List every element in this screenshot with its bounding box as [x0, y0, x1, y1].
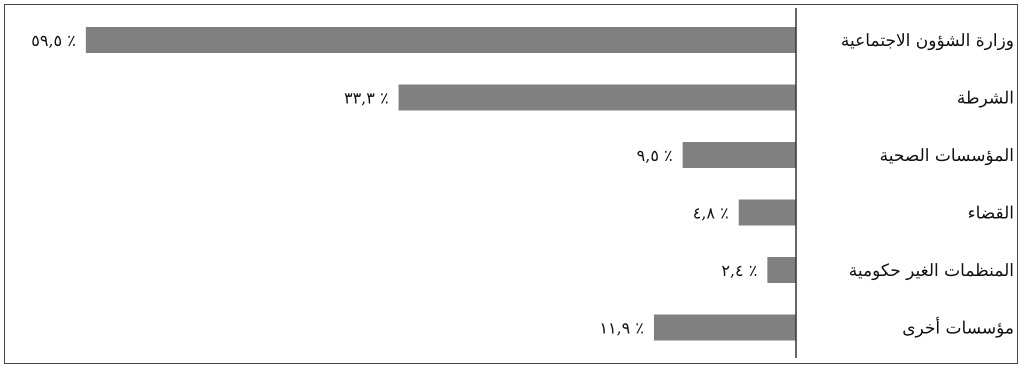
bar-5 [653, 314, 796, 341]
bar-4 [767, 257, 796, 283]
category-label-1: الشرطة [957, 89, 1014, 109]
bar-3 [738, 199, 796, 226]
bars-group [85, 27, 797, 341]
category-label-4: المنظمات الغير حكومية [849, 261, 1014, 281]
category-label-0: وزارة الشؤون الاجتماعية [841, 31, 1014, 51]
category-label-5: مؤسسات أخرى [902, 317, 1014, 339]
category-label-2: المؤسسات الصحية [880, 146, 1014, 166]
chart-frame [4, 4, 1018, 364]
value-label-4: ٢,٤ ٪ [721, 261, 757, 280]
value-label-0: ٥٩,٥ ٪ [31, 31, 76, 50]
value-label-3: ٤,٨ ٪ [693, 204, 729, 223]
category-labels: وزارة الشؤون الاجتماعية الشرطة المؤسسات ال… [841, 31, 1014, 339]
bar-1 [398, 84, 796, 111]
value-labels: ٥٩,٥ ٪ ٣٣,٣ ٪ ٩,٥ ٪ ٤,٨ ٪ ٢,٤ ٪ ١١,٩ ٪ [31, 31, 757, 338]
bar-2 [682, 142, 796, 168]
value-label-1: ٣٣,٣ ٪ [344, 89, 389, 108]
value-label-5: ١١,٩ ٪ [599, 319, 644, 338]
value-label-2: ٩,٥ ٪ [637, 146, 673, 165]
bar-0 [85, 27, 797, 53]
category-label-3: القضاء [968, 204, 1014, 224]
